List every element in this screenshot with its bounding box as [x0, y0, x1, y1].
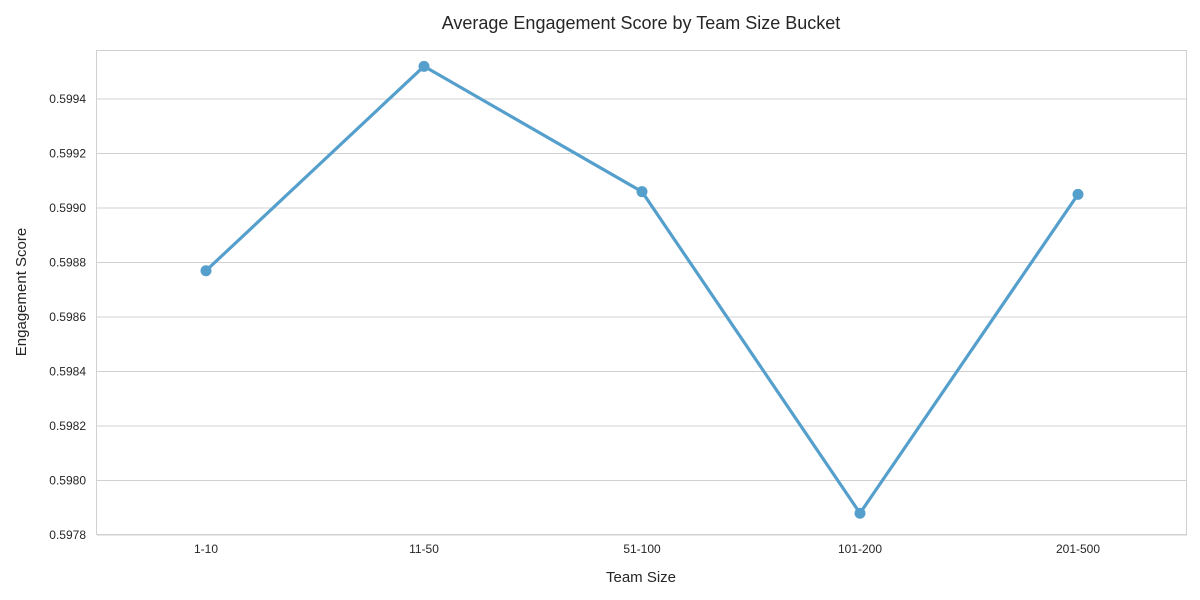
y-tick-label: 0.5982 [49, 419, 86, 433]
plot-area-frame [96, 50, 1187, 535]
chart-title: Average Engagement Score by Team Size Bu… [442, 13, 841, 33]
x-tick-label: 201-500 [1056, 542, 1100, 556]
data-point [200, 265, 212, 277]
data-point [854, 507, 866, 519]
x-tick-label: 1-10 [194, 542, 218, 556]
series-engagement-score [200, 60, 1084, 519]
data-point [636, 186, 648, 198]
y-tick-label: 0.5984 [49, 365, 86, 379]
x-axis-label: Team Size [606, 569, 676, 586]
x-axis-ticks: 1-10 11-50 51-100 101-200 201-500 [194, 542, 1100, 556]
x-tick-label: 101-200 [838, 542, 882, 556]
data-point [418, 60, 430, 72]
y-axis-label: Engagement Score [13, 228, 30, 356]
series-line [204, 64, 1080, 515]
x-tick-label: 11-50 [409, 542, 439, 556]
data-point [1072, 188, 1084, 200]
y-tick-label: 0.5988 [49, 256, 86, 270]
x-tick-label: 51-100 [623, 542, 661, 556]
y-tick-label: 0.5978 [49, 528, 86, 542]
y-axis-ticks: 0.5978 0.5980 0.5982 0.5984 0.5986 0.5988 0.59… [49, 92, 86, 542]
y-tick-label: 0.5992 [49, 147, 86, 161]
y-tick-label: 0.5994 [49, 92, 86, 106]
y-tick-label: 0.5980 [49, 474, 86, 488]
gridlines [97, 98, 1187, 536]
y-tick-label: 0.5990 [49, 201, 86, 215]
y-tick-label: 0.5986 [49, 310, 86, 324]
